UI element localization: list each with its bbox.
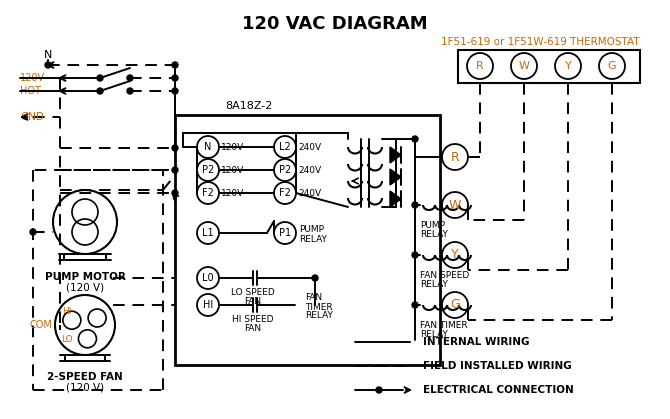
Text: R: R [476,61,484,71]
Text: (120 V): (120 V) [66,383,104,393]
Text: RELAY: RELAY [305,311,333,321]
Polygon shape [390,147,401,163]
Text: G: G [608,61,616,71]
Text: FAN SPEED: FAN SPEED [420,271,469,280]
Text: L1: L1 [202,228,214,238]
Circle shape [172,145,178,151]
Text: RELAY: RELAY [299,235,327,243]
Text: F2: F2 [279,188,291,198]
Text: 240V: 240V [298,142,321,152]
Text: R: R [451,150,460,163]
Text: 1F51-619 or 1F51W-619 THERMOSTAT: 1F51-619 or 1F51W-619 THERMOSTAT [441,37,639,47]
Text: P2: P2 [279,165,291,175]
Circle shape [197,222,219,244]
Circle shape [274,136,296,158]
Circle shape [467,53,493,79]
Text: W: W [519,61,529,71]
Text: HI SPEED: HI SPEED [232,315,274,324]
Text: 240V: 240V [298,189,321,197]
Circle shape [45,62,51,68]
Text: HOT: HOT [20,86,41,96]
Polygon shape [390,169,401,185]
Text: 120V: 120V [221,142,245,152]
Circle shape [172,88,178,94]
Text: F2: F2 [202,188,214,198]
Circle shape [442,192,468,218]
Text: PUMP: PUMP [299,225,324,233]
Text: Y: Y [451,248,459,261]
Text: FAN: FAN [305,293,322,303]
Text: 240V: 240V [298,166,321,174]
Circle shape [274,182,296,204]
Circle shape [127,75,133,81]
Text: RELAY: RELAY [420,230,448,239]
Text: RELAY: RELAY [420,280,448,289]
Bar [458,50,640,83]
Circle shape [97,88,103,94]
Circle shape [172,75,178,81]
Text: FAN: FAN [245,324,261,333]
Text: P1: P1 [279,228,291,238]
Text: INTERNAL WIRING: INTERNAL WIRING [423,337,529,347]
Text: LO SPEED: LO SPEED [231,288,275,297]
Text: ELECTRICAL CONNECTION: ELECTRICAL CONNECTION [423,385,574,395]
Text: RELAY: RELAY [420,330,448,339]
Circle shape [412,302,418,308]
Circle shape [376,387,382,393]
Text: PUMP MOTOR: PUMP MOTOR [45,272,125,282]
Text: 120 VAC DIAGRAM: 120 VAC DIAGRAM [242,15,428,33]
Text: LO: LO [61,334,73,344]
Circle shape [197,136,219,158]
Text: 2-SPEED FAN: 2-SPEED FAN [47,372,123,382]
Circle shape [274,222,296,244]
Text: FAN: FAN [245,297,261,306]
Text: Y: Y [565,61,572,71]
Bar [175,115,440,365]
Text: L0: L0 [202,273,214,283]
Circle shape [412,252,418,258]
Polygon shape [390,191,401,207]
Text: P2: P2 [202,165,214,175]
Text: W: W [449,199,461,212]
Circle shape [30,229,36,235]
Circle shape [172,190,178,196]
Circle shape [172,167,178,173]
Text: HI: HI [62,307,72,316]
Text: TIMER: TIMER [305,303,332,311]
Circle shape [197,182,219,204]
Text: 120V: 120V [221,166,245,174]
Text: (120 V): (120 V) [66,283,104,293]
Text: FIELD INSTALLED WIRING: FIELD INSTALLED WIRING [423,361,572,371]
Text: COM: COM [29,320,52,330]
Circle shape [599,53,625,79]
Text: FAN TIMER: FAN TIMER [420,321,468,330]
Circle shape [555,53,581,79]
Text: GND: GND [20,112,44,122]
Circle shape [197,294,219,316]
Text: 120V: 120V [20,73,45,83]
Circle shape [274,159,296,181]
Circle shape [312,275,318,281]
Text: L2: L2 [279,142,291,152]
Circle shape [97,75,103,81]
Circle shape [511,53,537,79]
Circle shape [442,242,468,268]
Text: PUMP: PUMP [420,221,445,230]
Circle shape [127,88,133,94]
Circle shape [197,267,219,289]
Text: N: N [204,142,212,152]
Text: N: N [44,50,52,60]
Circle shape [442,292,468,318]
Circle shape [412,136,418,142]
Text: 8A18Z-2: 8A18Z-2 [225,101,273,111]
Circle shape [197,159,219,181]
Text: 120V: 120V [221,189,245,197]
Text: HI: HI [203,300,213,310]
Circle shape [412,202,418,208]
Text: G: G [450,298,460,311]
Circle shape [442,144,468,170]
Circle shape [172,62,178,68]
